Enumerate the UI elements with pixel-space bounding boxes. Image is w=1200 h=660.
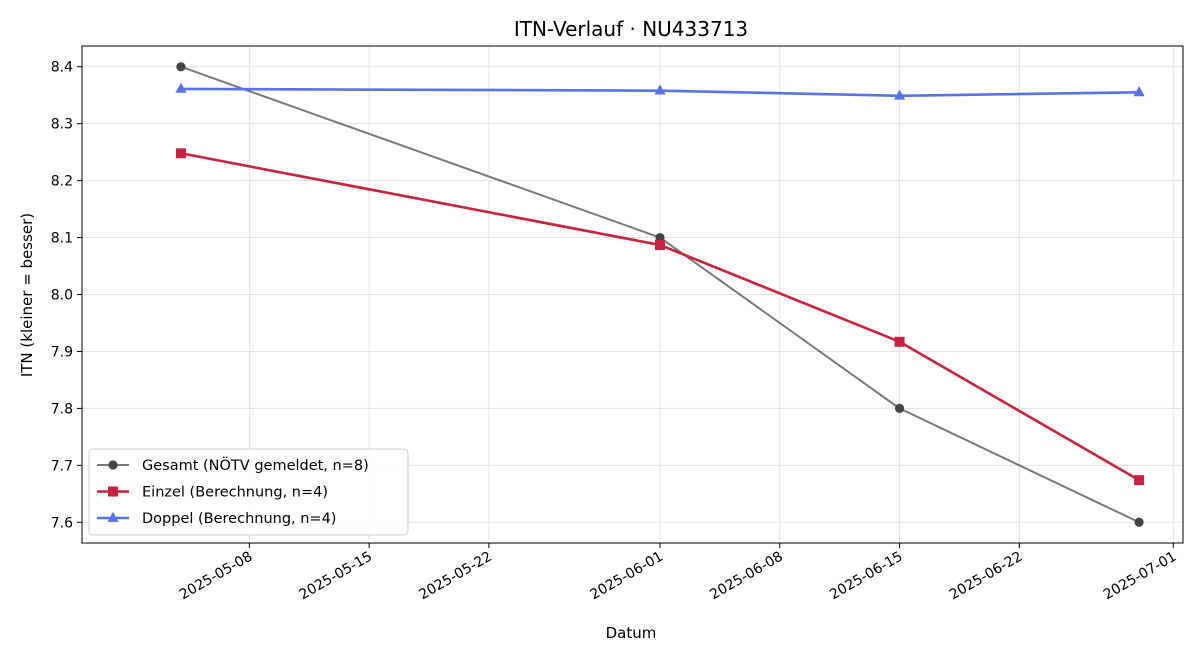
data-point	[1134, 475, 1145, 486]
x-tick-label: 2025-05-15	[297, 549, 375, 604]
x-tick-label: 2025-06-01	[588, 549, 666, 604]
y-tick-label: 8.4	[51, 60, 73, 76]
series-line	[180, 152, 1140, 482]
y-tick-label: 8.1	[51, 231, 73, 247]
y-tick-label: 7.8	[51, 401, 73, 417]
series-layer	[175, 62, 1145, 527]
y-tick-label: 8.0	[51, 288, 73, 304]
legend: Gesamt (NÖTV gemeldet, n=8) Einzel (Berec…	[88, 448, 409, 536]
x-tick-label: 2025-06-22	[947, 549, 1025, 604]
series-triangle	[175, 82, 1145, 100]
x-tick-label: 2025-06-15	[827, 549, 905, 604]
data-point	[175, 82, 187, 93]
y-axis-label: ITN (kleiner = besser)	[18, 213, 36, 377]
data-point	[893, 89, 906, 100]
grid-lines	[82, 46, 1183, 543]
legend-swatch-marker	[108, 486, 118, 497]
data-point	[894, 403, 905, 413]
data-point	[175, 148, 186, 159]
x-tick-label: 2025-07-01	[1101, 549, 1179, 604]
data-point	[1133, 86, 1145, 97]
data-point	[176, 62, 186, 72]
x-tick-label: 2025-05-22	[416, 549, 494, 604]
legend-swatch-marker	[107, 511, 119, 522]
legend-entry: Einzel (Berechnung, n=4)	[142, 485, 328, 501]
x-axis: 2025-05-08 2025-05-15 2025-05-22 2025-06-01…	[177, 543, 1179, 603]
data-point	[654, 84, 666, 95]
series-line	[180, 87, 1140, 98]
data-point	[1134, 517, 1144, 527]
data-point	[894, 336, 905, 347]
legend-entry: Gesamt (NÖTV gemeldet, n=8)	[142, 456, 369, 474]
x-tick-label: 2025-05-08	[177, 549, 255, 604]
y-tick-label: 8.2	[51, 174, 73, 190]
legend-swatch-marker	[108, 460, 118, 470]
data-point	[655, 232, 665, 243]
y-tick-label: 7.6	[51, 515, 73, 531]
y-axis: 7.6 7.7 7.8 7.9 8.0 8.1 8.2 8.3 8.4	[51, 60, 82, 531]
series-circle	[176, 62, 1144, 527]
series-square	[175, 148, 1145, 486]
y-tick-label: 7.7	[51, 458, 73, 474]
x-tick-label: 2025-06-08	[707, 549, 785, 604]
y-tick-label: 7.9	[51, 344, 73, 360]
series-line	[180, 65, 1140, 524]
chart-title: ITN-Verlauf · NU433713	[514, 17, 748, 41]
data-point	[654, 239, 665, 250]
legend-box	[88, 448, 409, 536]
y-tick-label: 8.3	[51, 117, 73, 133]
legend-entry: Doppel (Berechnung, n=4)	[142, 511, 336, 527]
x-axis-label: Datum	[606, 624, 657, 642]
